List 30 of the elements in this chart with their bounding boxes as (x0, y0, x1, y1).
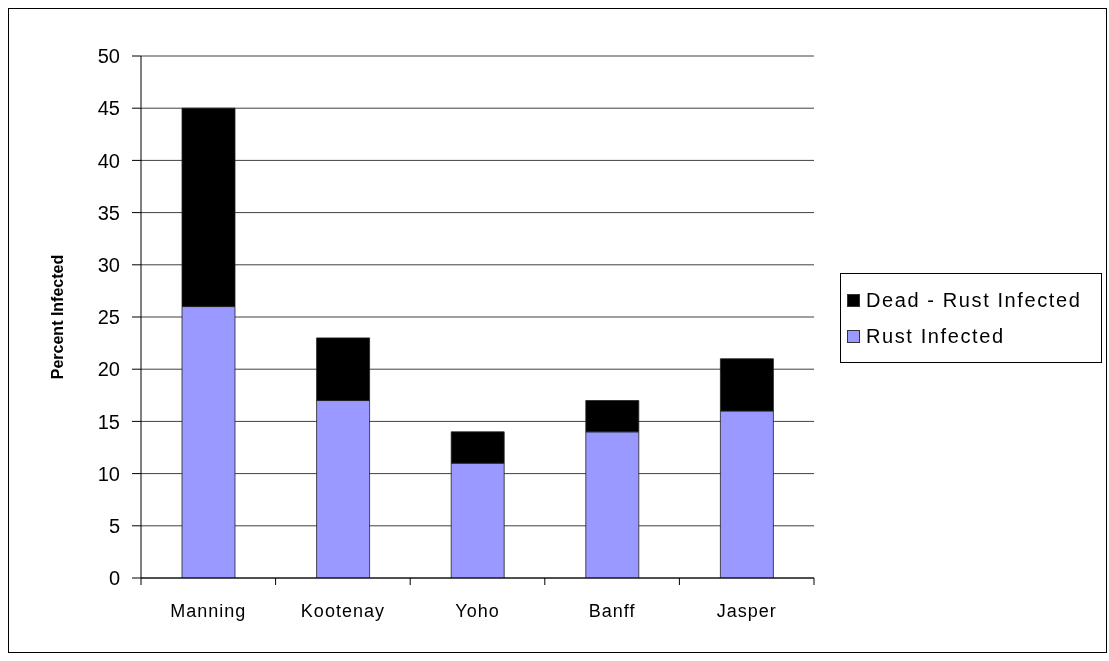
y-tick-label: 0 (108, 567, 120, 590)
y-tick-label: 25 (97, 306, 120, 329)
bar (585, 400, 640, 433)
x-tick-label: Manning (170, 601, 247, 621)
y-axis-title: Percent Infected (48, 254, 66, 380)
x-tick-label: Kootenay (300, 601, 385, 621)
y-tick-label: 20 (97, 358, 120, 381)
bar (720, 410, 774, 578)
bar (181, 107, 236, 307)
legend-label: Rust Infected (866, 324, 1005, 348)
y-tick-label: 15 (97, 410, 120, 433)
y-tick-label: 5 (108, 514, 120, 537)
y-tick-label: 40 (97, 149, 120, 172)
y-tick-label: 45 (97, 97, 120, 120)
y-tick-label: 30 (97, 253, 120, 276)
bar (450, 431, 505, 464)
bar (316, 337, 370, 401)
chart-border: Dead - Rust Infected Rust Infected Manning Kootenay Yoho Banff Jasper 0 5 10 15 20 25 30 35 40 45 50 Percent Infected (8, 8, 1107, 653)
legend-label: Dead - Rust Infected (866, 288, 1082, 312)
bar (450, 462, 505, 578)
y-tick-label: 50 (97, 45, 120, 68)
y-tick-label: 10 (97, 462, 120, 485)
x-tick-label: Yoho (455, 601, 500, 621)
bar (316, 400, 370, 578)
bar (720, 358, 774, 412)
bar (181, 306, 236, 578)
x-tick-label: Banff (588, 601, 636, 621)
bar (585, 431, 640, 578)
y-tick-label: 35 (97, 201, 120, 224)
x-tick-label: Jasper (716, 601, 777, 621)
